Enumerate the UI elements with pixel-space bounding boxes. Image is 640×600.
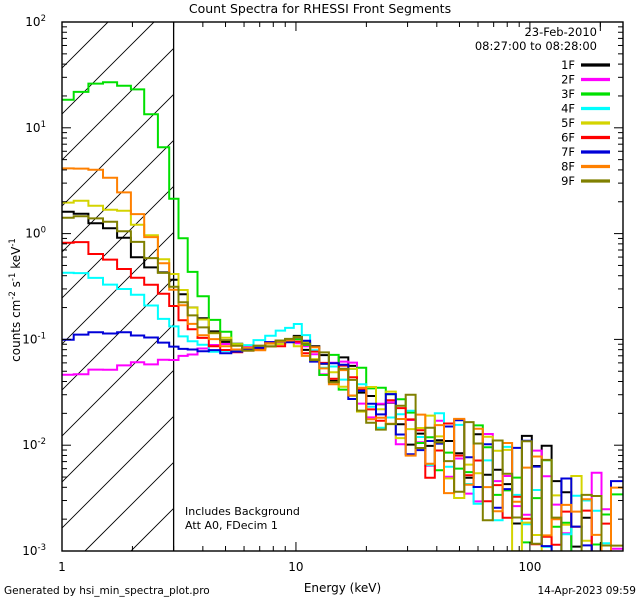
legend-entry-8f[interactable]: 8F [561, 160, 610, 174]
y-tick-label: 10-2 [22, 437, 46, 452]
y-tick-label: 10-3 [22, 543, 46, 558]
spectrum-line-9f [62, 215, 623, 551]
y-tick-exponent: -1 [38, 331, 46, 341]
y-tick-mantissa: 10 [22, 332, 37, 346]
spectrum-line-2f [62, 340, 623, 551]
y-axis-label-exp1: -2 [8, 291, 18, 299]
y-tick-exponent: -3 [38, 543, 46, 553]
legend-entry-2f[interactable]: 2F [561, 73, 610, 87]
y-tick-exponent: -2 [38, 437, 46, 447]
legend-label: 6F [561, 131, 575, 145]
x-tick-label: 10 [288, 560, 303, 574]
y-tick-mantissa: 10 [22, 544, 37, 558]
annotation-includes-background: Includes Background [185, 505, 300, 518]
y-tick-mantissa: 10 [25, 227, 40, 241]
y-tick-label: 10-1 [22, 331, 46, 346]
y-axis-label-main: counts cm [9, 300, 23, 362]
legend-entry-5f[interactable]: 5F [561, 116, 610, 130]
hatch-line [62, 22, 201, 161]
legend-label: 4F [561, 102, 575, 116]
legend-entry-7f[interactable]: 7F [561, 145, 610, 159]
y-axis-label-exp2: -1 [8, 273, 18, 281]
data-series-group [62, 81, 623, 551]
legend-label: 9F [561, 174, 575, 188]
y-axis-label-mid2: keV [9, 246, 23, 273]
y-tick-exponent: 2 [41, 14, 46, 24]
hatched-region [62, 22, 623, 551]
hatch-line [62, 22, 155, 115]
legend-label: 8F [561, 160, 575, 174]
legend-entry-3f[interactable]: 3F [561, 87, 610, 101]
y-tick-exponent: 1 [41, 120, 46, 130]
y-tick-label: 102 [25, 14, 46, 29]
hatch-line [62, 22, 247, 207]
x-tick-label: 1 [58, 560, 66, 574]
legend-entry-6f[interactable]: 6F [561, 131, 610, 145]
hatch-mask [173, 22, 623, 551]
x-axis-label: Energy (keV) [304, 581, 381, 595]
y-axis-label-exp3: -1 [8, 238, 18, 246]
legend-label: 5F [561, 116, 575, 130]
y-tick-mantissa: 10 [25, 121, 40, 135]
y-axis-label: counts cm-2 s-1 keV-1 [8, 238, 23, 362]
legend-entry-4f[interactable]: 4F [561, 102, 610, 116]
footer-generator: Generated by hsi_min_spectra_plot.pro [4, 585, 210, 597]
page-title: Count Spectra for RHESSI Front Segments [189, 1, 451, 16]
observation-time-range: 08:27:00 to 08:28:00 [475, 39, 597, 53]
annotation-attenuator-state: Att A0, FDecim 1 [185, 519, 278, 532]
plot-frame [61, 21, 624, 552]
y-tick-mantissa: 10 [22, 438, 37, 452]
y-tick-mantissa: 10 [25, 15, 40, 29]
legend-label: 3F [561, 87, 575, 101]
legend-label: 7F [561, 145, 575, 159]
y-tick-label: 101 [25, 120, 46, 135]
footer-timestamp: 14-Apr-2023 09:59 [537, 585, 636, 597]
y-tick-exponent: 0 [41, 226, 46, 236]
x-tick-label: 100 [518, 560, 541, 574]
spectrum-line-5f [62, 199, 623, 551]
y-axis-label-mid: s [9, 281, 23, 291]
legend-label: 1F [561, 58, 575, 72]
observation-date: 23-Feb-2010 [524, 25, 597, 39]
legend-entry-9f[interactable]: 9F [561, 174, 610, 188]
legend-entry-1f[interactable]: 1F [561, 58, 610, 72]
y-tick-label: 100 [25, 226, 46, 241]
legend-label: 2F [561, 73, 575, 87]
